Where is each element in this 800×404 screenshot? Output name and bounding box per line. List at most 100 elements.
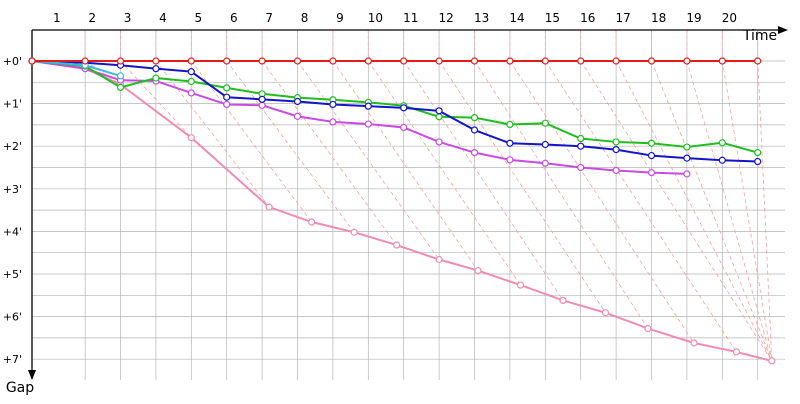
- guide-line-diagonal: [438, 60, 606, 313]
- green-series-point: [647, 139, 656, 147]
- guide-line-diagonal: [544, 60, 737, 353]
- x-tick-label: 11: [403, 11, 418, 25]
- green-series-point: [612, 138, 620, 146]
- pink-series-point: [265, 203, 273, 211]
- x-tick-label: 4: [159, 11, 167, 25]
- red-series-point: [28, 57, 36, 65]
- x-tick-label: 14: [509, 11, 524, 25]
- guide-line-diagonal: [757, 60, 773, 361]
- y-tick-label: +3': [3, 183, 22, 196]
- red-series-point: [293, 57, 302, 65]
- series-layer: [28, 57, 776, 365]
- guide-line-diagonal: [367, 60, 521, 286]
- pink-series-point: [187, 134, 195, 142]
- x-tick-label: 6: [230, 11, 238, 25]
- pink-series-point: [474, 266, 482, 275]
- magenta-series-point: [293, 112, 302, 120]
- pink-series-point: [308, 218, 316, 226]
- guide-line-diagonal: [403, 60, 564, 301]
- blue-series-point: [612, 146, 620, 154]
- red-series-point: [541, 57, 549, 65]
- magenta-series-point: [435, 138, 443, 146]
- y-tick-label: +2': [3, 140, 22, 153]
- red-series-point: [187, 57, 195, 65]
- green-series-point: [187, 77, 195, 86]
- x-tick-label: 3: [124, 11, 132, 25]
- green-series-point: [152, 74, 160, 82]
- green-series-point: [470, 114, 479, 122]
- blue-series-point: [470, 126, 479, 134]
- green-series-point: [541, 119, 549, 127]
- pink-series-point: [690, 339, 698, 347]
- red-series-point: [435, 57, 443, 65]
- red-series-point: [116, 57, 125, 65]
- magenta-series-point: [612, 166, 620, 175]
- magenta-series-point: [223, 100, 231, 109]
- x-tick-label: 1: [53, 11, 61, 25]
- guide-line-diagonal: [261, 60, 397, 246]
- green-series-point: [116, 83, 125, 92]
- magenta-series-point: [364, 120, 372, 128]
- blue-series-point: [364, 102, 372, 110]
- guide-line-diagonal: [615, 60, 773, 362]
- green-series-point: [435, 113, 443, 121]
- guide-line-diagonal: [332, 60, 479, 271]
- y-tick-label: +6': [3, 311, 22, 324]
- y-tick-label: +4': [3, 225, 22, 238]
- magenta-series-point: [470, 148, 479, 157]
- y-axis-arrow: [28, 370, 36, 380]
- magenta-series-point: [506, 156, 514, 164]
- red-series-point: [506, 57, 514, 65]
- guide-line-diagonal: [474, 60, 649, 329]
- blue-series-point: [718, 156, 726, 164]
- pink-series-point: [435, 255, 443, 264]
- blue-series-point: [435, 107, 443, 115]
- pink-series-point: [393, 241, 401, 249]
- green-series-point: [506, 120, 514, 129]
- x-tick-label: 12: [439, 11, 454, 25]
- y-tick-label: +1': [3, 98, 22, 111]
- green-series-point: [718, 139, 726, 147]
- magenta-series-point: [541, 159, 549, 167]
- x-axis-label: Time: [742, 28, 777, 44]
- x-tick-label: 2: [88, 11, 96, 25]
- red-series-point: [577, 57, 585, 65]
- x-tick-label: 18: [651, 11, 666, 25]
- x-tick-label: 13: [474, 11, 489, 25]
- blue-series-point: [683, 154, 691, 162]
- blue-series-point: [506, 139, 514, 147]
- blue-series-point: [152, 65, 160, 73]
- x-axis-arrow: [778, 26, 788, 34]
- pink-series-point: [732, 348, 741, 356]
- pink-series-point: [350, 228, 358, 236]
- blue-series-point: [293, 97, 302, 106]
- red-series-point: [364, 57, 372, 65]
- red-series-point: [612, 57, 620, 65]
- magenta-series-line: [31, 60, 687, 175]
- red-series-point: [647, 57, 656, 65]
- x-tick-label: 7: [265, 11, 273, 25]
- red-series-point: [754, 57, 762, 65]
- magenta-series-point: [329, 118, 337, 126]
- red-series-point: [683, 57, 691, 65]
- guide-line-diagonal: [120, 60, 192, 138]
- tick-labels: 1 2 3 4 5 6 7 8 9 10 11 12 13 14 15 16 17 18 19 20+0'+1'+2'…: [3, 11, 737, 366]
- magenta-series-point: [258, 101, 266, 109]
- blue-series-point: [577, 142, 585, 150]
- pink-series-point: [559, 296, 567, 305]
- pink-series-point: [516, 281, 525, 289]
- green-series-point: [683, 143, 691, 151]
- red-series-point: [470, 57, 479, 65]
- y-tick-label: +5': [3, 268, 22, 281]
- guide-line-diagonal: [190, 60, 312, 223]
- x-tick-label: 5: [195, 11, 203, 25]
- green-series-point: [577, 134, 585, 143]
- green-series-point: [754, 148, 762, 157]
- x-tick-label: 17: [616, 11, 631, 25]
- y-tick-label: +7': [3, 353, 22, 366]
- magenta-series-point: [400, 123, 408, 132]
- y-tick-label: +0': [3, 55, 22, 68]
- blue-series-point: [647, 151, 656, 160]
